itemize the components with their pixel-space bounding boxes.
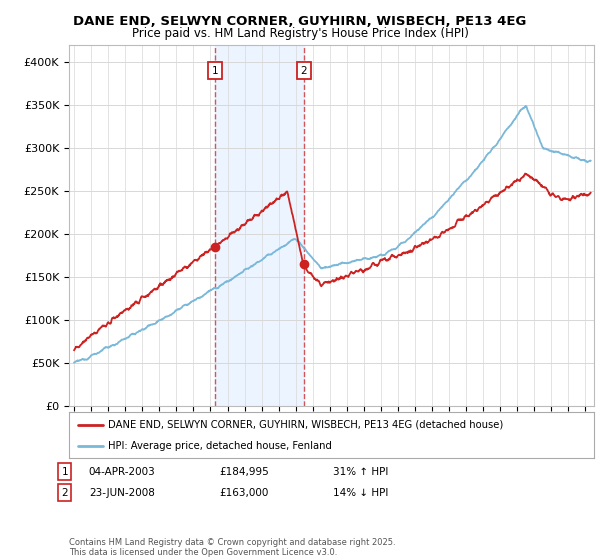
Text: DANE END, SELWYN CORNER, GUYHIRN, WISBECH, PE13 4EG (detached house): DANE END, SELWYN CORNER, GUYHIRN, WISBEC… [109, 419, 503, 430]
Text: 23-JUN-2008: 23-JUN-2008 [89, 488, 155, 498]
Text: £184,995: £184,995 [219, 466, 269, 477]
Text: Price paid vs. HM Land Registry's House Price Index (HPI): Price paid vs. HM Land Registry's House … [131, 27, 469, 40]
Text: £163,000: £163,000 [219, 488, 268, 498]
Text: 2: 2 [301, 66, 307, 76]
Text: 04-APR-2003: 04-APR-2003 [89, 466, 155, 477]
Text: 31% ↑ HPI: 31% ↑ HPI [333, 466, 388, 477]
Text: 2: 2 [61, 488, 68, 498]
Text: 1: 1 [61, 466, 68, 477]
Text: 14% ↓ HPI: 14% ↓ HPI [333, 488, 388, 498]
Text: HPI: Average price, detached house, Fenland: HPI: Average price, detached house, Fenl… [109, 441, 332, 451]
Text: 1: 1 [212, 66, 218, 76]
Text: DANE END, SELWYN CORNER, GUYHIRN, WISBECH, PE13 4EG: DANE END, SELWYN CORNER, GUYHIRN, WISBEC… [73, 15, 527, 27]
Text: Contains HM Land Registry data © Crown copyright and database right 2025.
This d: Contains HM Land Registry data © Crown c… [69, 538, 395, 557]
Bar [215, 45, 304, 406]
